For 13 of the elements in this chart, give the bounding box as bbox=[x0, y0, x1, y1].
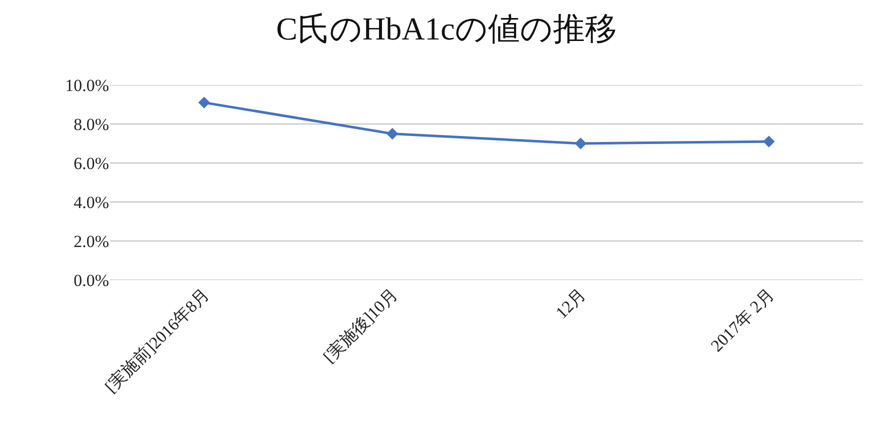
y-tick-label: 8.0% bbox=[74, 114, 109, 134]
chart-title: C氏のHbA1cの値の推移 bbox=[276, 10, 617, 47]
y-tick-label: 4.0% bbox=[74, 192, 109, 212]
point bbox=[386, 128, 398, 140]
x-tick-label: 12月 bbox=[552, 284, 590, 322]
y-tick-label: 6.0% bbox=[74, 154, 109, 173]
y-tick-label: 10.0% bbox=[65, 76, 109, 95]
y-tick-label: 2.0% bbox=[74, 232, 109, 251]
point bbox=[763, 136, 775, 148]
y-tick-label: 0.0% bbox=[74, 270, 109, 290]
point bbox=[198, 96, 210, 108]
point bbox=[574, 138, 586, 150]
x-tick-label: [実施後]10月 bbox=[320, 284, 402, 366]
